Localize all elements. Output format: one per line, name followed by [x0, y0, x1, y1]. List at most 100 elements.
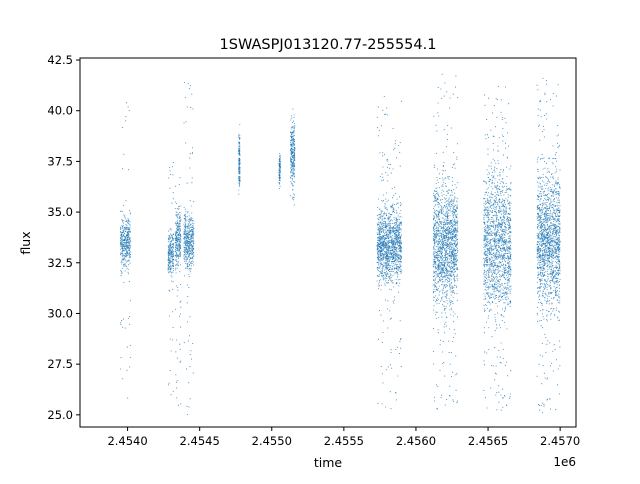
- data-point: [120, 275, 122, 277]
- data-point: [184, 220, 186, 222]
- data-point: [172, 255, 174, 257]
- data-point: [186, 244, 189, 246]
- data-point: [395, 278, 397, 280]
- data-point: [382, 277, 384, 279]
- data-point: [387, 276, 390, 278]
- data-point: [128, 254, 130, 256]
- data-point: [448, 253, 450, 255]
- data-point: [179, 251, 182, 254]
- data-point: [179, 214, 181, 216]
- data-point: [432, 309, 435, 311]
- data-point: [447, 207, 449, 209]
- data-point: [128, 221, 130, 223]
- data-point: [447, 274, 449, 276]
- data-point: [432, 219, 435, 221]
- data-point: [386, 258, 388, 260]
- data-point: [380, 365, 382, 368]
- data-point: [176, 263, 178, 265]
- data-point: [433, 235, 435, 238]
- data-point: [503, 310, 506, 312]
- data-point: [293, 127, 295, 129]
- data-point: [126, 231, 128, 233]
- data-point: [176, 380, 178, 382]
- data-point: [439, 229, 441, 232]
- data-point: [392, 246, 394, 248]
- data-point: [293, 156, 295, 158]
- data-point: [171, 238, 174, 240]
- data-point: [437, 198, 439, 200]
- data-point: [279, 158, 281, 160]
- data-point: [435, 279, 437, 281]
- data-point: [434, 253, 436, 255]
- data-point: [433, 283, 435, 285]
- data-point: [126, 369, 128, 371]
- data-point: [390, 213, 392, 216]
- data-point: [172, 247, 174, 249]
- data-point: [455, 206, 458, 208]
- data-point: [125, 254, 127, 256]
- data-point: [384, 265, 386, 267]
- data-point: [388, 219, 390, 221]
- data-point: [178, 223, 180, 226]
- data-point: [392, 127, 394, 130]
- data-point: [175, 245, 177, 247]
- data-point: [433, 248, 435, 251]
- data-point: [445, 245, 447, 247]
- data-point: [492, 267, 494, 269]
- data-point: [456, 229, 458, 231]
- data-point: [293, 176, 295, 178]
- data-point: [186, 227, 189, 229]
- data-point: [441, 284, 443, 286]
- data-point: [180, 219, 182, 221]
- data-point: [178, 224, 180, 226]
- data-point: [171, 255, 173, 257]
- data-point: [383, 227, 385, 229]
- data-point: [183, 256, 185, 258]
- data-point: [398, 226, 401, 228]
- data-point: [394, 147, 396, 149]
- data-point: [392, 256, 394, 258]
- data-point: [440, 264, 442, 266]
- data-point: [454, 184, 456, 186]
- data-point: [396, 276, 398, 278]
- data-point: [120, 232, 122, 235]
- data-point: [390, 317, 392, 319]
- data-point: [448, 352, 450, 354]
- data-point: [448, 246, 450, 248]
- data-point: [446, 241, 448, 243]
- data-point: [444, 404, 446, 406]
- data-point: [445, 254, 447, 256]
- data-point: [172, 250, 174, 252]
- data-point: [121, 255, 123, 257]
- data-point: [169, 267, 172, 269]
- data-point: [128, 240, 130, 242]
- data-point: [436, 233, 438, 235]
- data-point: [188, 244, 190, 247]
- data-point: [448, 205, 450, 207]
- data-point: [387, 282, 389, 284]
- data-point: [291, 165, 293, 167]
- data-point: [432, 264, 434, 266]
- data-point: [447, 203, 449, 206]
- data-point: [189, 220, 191, 222]
- data-point: [184, 229, 186, 231]
- data-point: [442, 296, 444, 298]
- data-point: [176, 236, 178, 238]
- data-point: [447, 229, 449, 231]
- data-point: [444, 273, 446, 275]
- data-point: [400, 366, 402, 368]
- data-point: [447, 124, 449, 127]
- data-point: [376, 247, 378, 249]
- data-point: [186, 240, 188, 242]
- data-point: [393, 302, 395, 304]
- data-point: [491, 276, 493, 278]
- data-point: [129, 243, 131, 245]
- data-point: [392, 207, 394, 209]
- data-point: [435, 221, 437, 223]
- data-point: [449, 285, 451, 287]
- data-point: [179, 361, 181, 363]
- data-point: [484, 281, 486, 283]
- data-point: [189, 157, 191, 159]
- data-point: [290, 167, 292, 169]
